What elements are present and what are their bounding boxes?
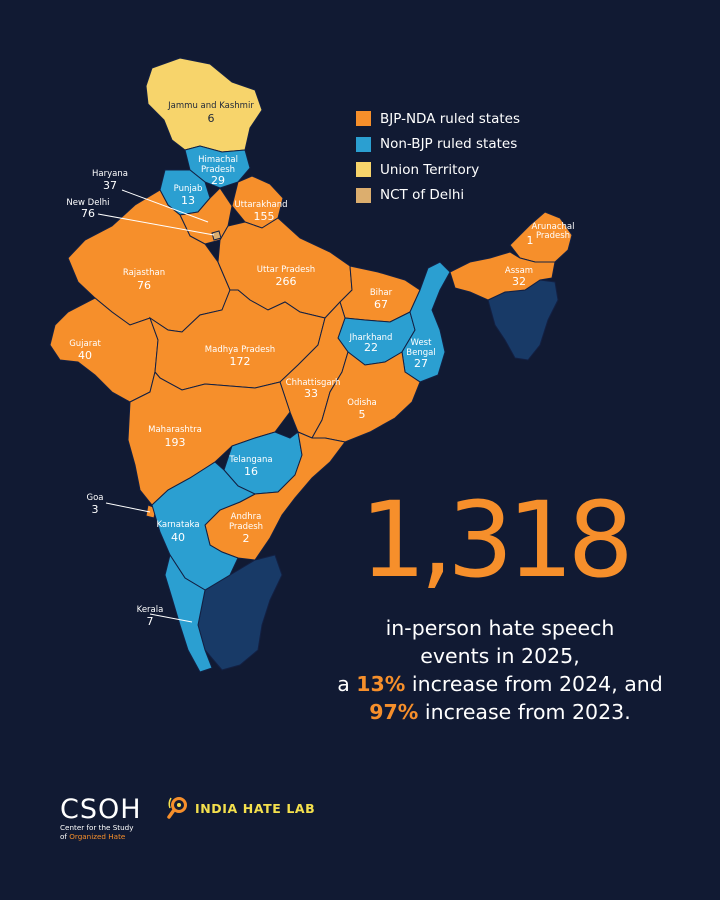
label-chhattisgarh-name: Chhattisgarh [286,378,341,388]
label-jharkhand-count: 22 [364,341,378,354]
label-wb-count: 27 [414,357,428,370]
label-gujarat-name: Gujarat [69,339,101,349]
leader-kerala [149,613,193,623]
summary-line-3-pre: a [337,672,357,696]
csoh-logo-block: CSOH Center for the Study of Organized H… [60,796,142,841]
legend-label-ut: Union Territory [380,161,480,178]
label-uttarakhand-count: 155 [254,210,275,223]
label-maharashtra-count: 193 [165,436,186,449]
label-haryana-count: 37 [103,179,117,192]
csoh-subtitle-2-org: Organized Hate [69,832,126,841]
summary-text: in-person hate speech events in 2025, a … [300,614,700,726]
label-mp-count: 172 [230,355,251,368]
label-telangana-name: Telangana [228,455,272,465]
label-odisha-name: Odisha [347,398,376,408]
magnifier-icon [167,797,187,819]
leader-goa [105,502,151,513]
label-kerala-name: Kerala [137,605,164,615]
increase-2024-percent: 13% [356,672,406,696]
label-himachal-name2: Pradesh [201,165,235,175]
region-assam [449,251,556,301]
label-arunachal-name2: Pradesh [536,231,570,241]
label-goa-name: Goa [87,493,104,503]
legend-swatch-bjp [356,111,371,127]
label-wb-name2: Bengal [406,348,435,358]
label-up-count: 266 [276,275,297,288]
summary-line-3: a 13% increase from 2024, and [300,670,700,698]
label-chhattisgarh-count: 33 [304,387,318,400]
legend-item-nct: NCT of Delhi [356,183,520,209]
label-delhi-name: New Delhi [66,198,109,208]
map-labels: Jammu and Kashmir 6 Himachal Pradesh 29 … [66,101,574,628]
legend-label-nonbjp: Non-BJP ruled states [380,136,518,153]
label-punjab-name: Punjab [174,184,203,194]
summary-line-1: in-person hate speech [385,616,615,640]
increase-2023-percent: 97% [369,700,419,724]
leader-lines [97,189,215,623]
label-jharkhand-name: Jharkhand [349,333,393,343]
region-kerala [164,553,213,673]
label-himachal-count: 29 [211,174,225,187]
region-west-bengal [401,261,451,383]
label-assam-name: Assam [505,266,533,276]
summary-line-4: 97% increase from 2023. [300,698,700,726]
label-arunachal-count: 1 [527,234,534,247]
csoh-subtitle-1: Center for the Study [60,823,134,832]
csoh-subtitle-2-pre: of [60,832,70,841]
label-karnataka-count: 40 [171,531,185,544]
label-goa-count: 3 [92,503,99,516]
region-delhi [211,230,222,241]
label-bihar-name: Bihar [370,288,393,298]
label-delhi-count: 76 [81,207,95,220]
legend-item-nonbjp: Non-BJP ruled states [356,132,520,158]
label-maharashtra-name: Maharashtra [148,425,202,435]
map-regions [49,57,573,673]
legend-swatch-nct [356,187,371,203]
summary-line-2: events in 2025, [420,644,580,668]
label-punjab-count: 13 [181,194,195,207]
label-wb-name1: West [411,338,433,348]
label-kerala-count: 7 [147,615,154,628]
legend-item-ut: Union Territory [356,157,520,183]
label-odisha-count: 5 [359,408,366,421]
leader-haryana [121,189,209,223]
label-karnataka-name: Karnataka [156,520,199,530]
label-up-name: Uttar Pradesh [257,265,315,275]
label-rajasthan-count: 76 [137,279,151,292]
label-arunachal-name1: Arunachal [532,222,575,232]
label-rajasthan-name: Rajasthan [123,268,165,278]
india-hate-lab-text: INDIA HATE LAB [195,800,316,816]
leader-delhi [97,213,215,236]
legend-label-bjp: BJP-NDA ruled states [380,110,520,127]
label-ap-name2: Pradesh [229,522,263,532]
label-telangana-count: 16 [244,465,258,478]
label-mp-name: Madhya Pradesh [205,345,275,355]
label-ap-count: 2 [243,532,250,545]
label-uttarakhand-name: Uttarakhand [234,200,287,210]
label-bihar-count: 67 [374,298,388,311]
label-jk-name: Jammu and Kashmir [167,101,254,111]
region-odisha [311,351,421,443]
summary-line-4-post: increase from 2023. [418,700,631,724]
csoh-logo: CSOH [60,794,142,825]
india-hate-lab-logo: INDIA HATE LAB [167,795,315,821]
legend-swatch-nonbjp [356,136,371,152]
label-haryana-name: Haryana [92,169,128,179]
label-ap-name1: Andhra [231,512,262,522]
label-assam-count: 32 [512,275,526,288]
summary-line-3-post: increase from 2024, and [405,672,663,696]
label-jk-count: 6 [208,112,215,125]
total-events-number: 1,318 [360,479,634,601]
legend-swatch-ut [356,162,371,178]
label-gujarat-count: 40 [78,349,92,362]
legend: BJP-NDA ruled states Non-BJP ruled state… [356,106,520,208]
csoh-subtitle-2: of Organized Hate [60,832,142,841]
legend-label-nct: NCT of Delhi [380,187,465,204]
legend-item-bjp: BJP-NDA ruled states [356,106,520,132]
label-himachal-name1: Himachal [198,155,238,165]
